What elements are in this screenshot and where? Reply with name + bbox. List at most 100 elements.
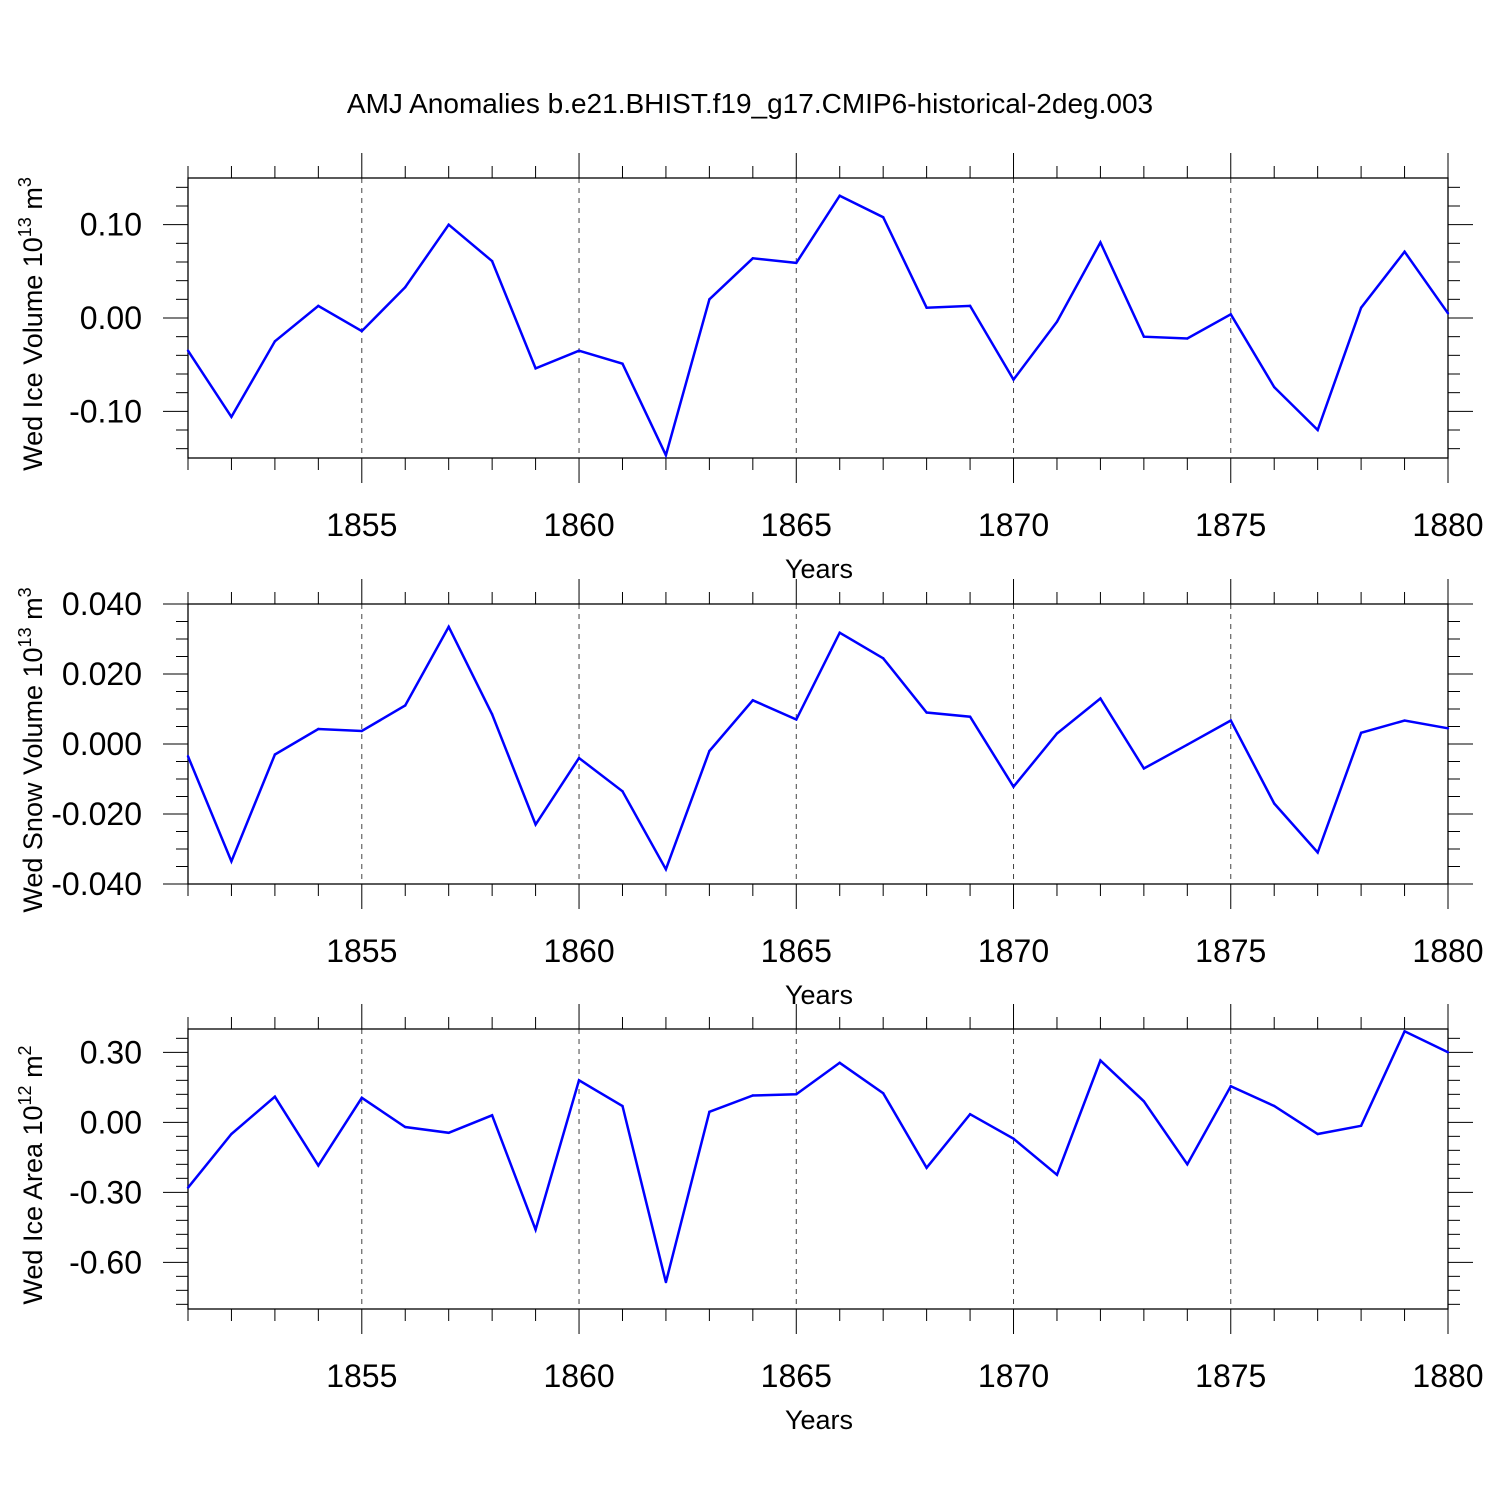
y-tick-label: -0.020 bbox=[51, 796, 142, 832]
data-point bbox=[317, 1164, 320, 1167]
y-tick-label: 0.020 bbox=[62, 656, 142, 692]
y-tick-label: -0.10 bbox=[69, 393, 142, 429]
y-axis-label-superscript: 13 bbox=[15, 217, 35, 237]
data-point bbox=[664, 454, 668, 457]
data-point bbox=[1446, 312, 1450, 315]
data-point bbox=[1446, 1051, 1450, 1054]
data-point bbox=[751, 257, 755, 260]
data-point bbox=[925, 1166, 928, 1170]
data-point bbox=[230, 1132, 233, 1136]
data-point bbox=[1012, 378, 1015, 381]
data-point bbox=[577, 1079, 581, 1082]
data-point bbox=[230, 415, 233, 419]
data-point bbox=[534, 823, 537, 826]
data-point bbox=[1099, 1059, 1102, 1062]
data-point bbox=[360, 729, 363, 733]
y-axis-label: Wed Snow Volume 1013 m3 bbox=[15, 587, 48, 912]
data-point bbox=[1403, 250, 1406, 253]
x-axis-label: Years bbox=[785, 554, 853, 584]
data-point bbox=[1359, 731, 1363, 734]
data-point bbox=[795, 1093, 798, 1096]
chart-panel-1: -0.10 0.00 0.10 1855 1860 1865 1870 1875 1880 Yea… bbox=[15, 153, 1484, 584]
x-tick-label: 1860 bbox=[543, 507, 614, 543]
x-tick-label: 1865 bbox=[761, 933, 832, 969]
x-tick-label: 1855 bbox=[326, 1358, 397, 1394]
data-point bbox=[534, 1228, 537, 1231]
y-axis-label-text: m bbox=[18, 187, 48, 217]
data-point bbox=[664, 1280, 668, 1284]
data-point bbox=[838, 1061, 841, 1065]
series-line bbox=[187, 1029, 1449, 1283]
data-point bbox=[534, 367, 537, 370]
x-tick-label: 1855 bbox=[326, 933, 397, 969]
data-point bbox=[1359, 1124, 1363, 1128]
data-point bbox=[1229, 719, 1232, 722]
data-point bbox=[1316, 851, 1319, 854]
data-point bbox=[838, 194, 841, 197]
data-point bbox=[1316, 428, 1319, 432]
y-axis-label-superscript: 3 bbox=[15, 587, 35, 597]
chart-panel-2: -0.040 -0.020 0.000 0.020 0.040 1855 1860 1865 1… bbox=[15, 579, 1484, 1010]
x-tick-label: 1875 bbox=[1195, 1358, 1266, 1394]
x-tick-label: 1860 bbox=[543, 933, 614, 969]
x-tick-label: 1860 bbox=[543, 1358, 614, 1394]
plot-frame bbox=[187, 1028, 1449, 1310]
data-point bbox=[1055, 1173, 1059, 1177]
x-tick-label: 1865 bbox=[761, 507, 832, 543]
data-point bbox=[708, 749, 711, 753]
data-point bbox=[925, 306, 928, 309]
y-axis-label-text: m bbox=[18, 597, 48, 627]
data-point bbox=[621, 1104, 624, 1108]
data-point bbox=[795, 261, 798, 265]
data-point bbox=[273, 340, 277, 343]
y-axis-label-superscript: 3 bbox=[15, 177, 35, 187]
y-tick-label: 0.040 bbox=[62, 586, 142, 622]
data-point bbox=[577, 349, 581, 352]
y-axis-label-superscript: 12 bbox=[15, 1085, 35, 1105]
data-point bbox=[577, 756, 581, 760]
data-point bbox=[838, 631, 841, 634]
data-point bbox=[881, 657, 885, 660]
x-tick-label: 1870 bbox=[978, 933, 1049, 969]
data-point bbox=[1012, 1137, 1015, 1140]
data-point bbox=[1186, 743, 1189, 746]
data-point bbox=[968, 304, 972, 308]
data-point bbox=[1273, 1104, 1276, 1108]
data-point bbox=[230, 860, 233, 863]
data-point bbox=[1142, 335, 1146, 338]
data-point bbox=[1055, 320, 1059, 323]
data-point bbox=[360, 1096, 363, 1100]
data-point bbox=[404, 704, 407, 707]
x-tick-label: 1875 bbox=[1195, 933, 1266, 969]
x-tick-label: 1875 bbox=[1195, 507, 1266, 543]
data-point bbox=[1273, 802, 1276, 805]
data-point bbox=[447, 625, 450, 628]
data-point bbox=[447, 1131, 450, 1135]
data-point bbox=[925, 711, 928, 714]
data-point bbox=[273, 1095, 277, 1098]
data-point bbox=[1142, 767, 1146, 770]
data-point bbox=[708, 298, 711, 301]
data-point bbox=[1359, 306, 1363, 309]
data-point bbox=[490, 1114, 494, 1117]
data-point bbox=[1403, 1030, 1406, 1033]
page-title: AMJ Anomalies b.e21.BHIST.f19_g17.CMIP6-… bbox=[346, 88, 1154, 119]
y-axis-label-text: Wed Snow Volume 10 bbox=[18, 647, 48, 912]
x-tick-label: 1865 bbox=[761, 1358, 832, 1394]
data-point bbox=[447, 223, 450, 226]
data-point bbox=[1186, 337, 1189, 340]
data-point bbox=[404, 1125, 407, 1129]
series-line bbox=[186, 194, 1450, 459]
data-point bbox=[490, 713, 494, 716]
x-tick-label: 1870 bbox=[978, 1358, 1049, 1394]
data-point bbox=[1099, 697, 1102, 700]
data-point bbox=[186, 755, 190, 758]
y-axis-label-superscript: 2 bbox=[15, 1045, 35, 1055]
x-tick-label: 1855 bbox=[326, 507, 397, 543]
data-point bbox=[751, 1094, 755, 1097]
x-tick-label: 1880 bbox=[1412, 507, 1483, 543]
y-axis-label: Wed Ice Volume 1013 m3 bbox=[15, 177, 48, 471]
x-axis-label: Years bbox=[785, 980, 853, 1010]
x-tick-label: 1880 bbox=[1412, 933, 1483, 969]
